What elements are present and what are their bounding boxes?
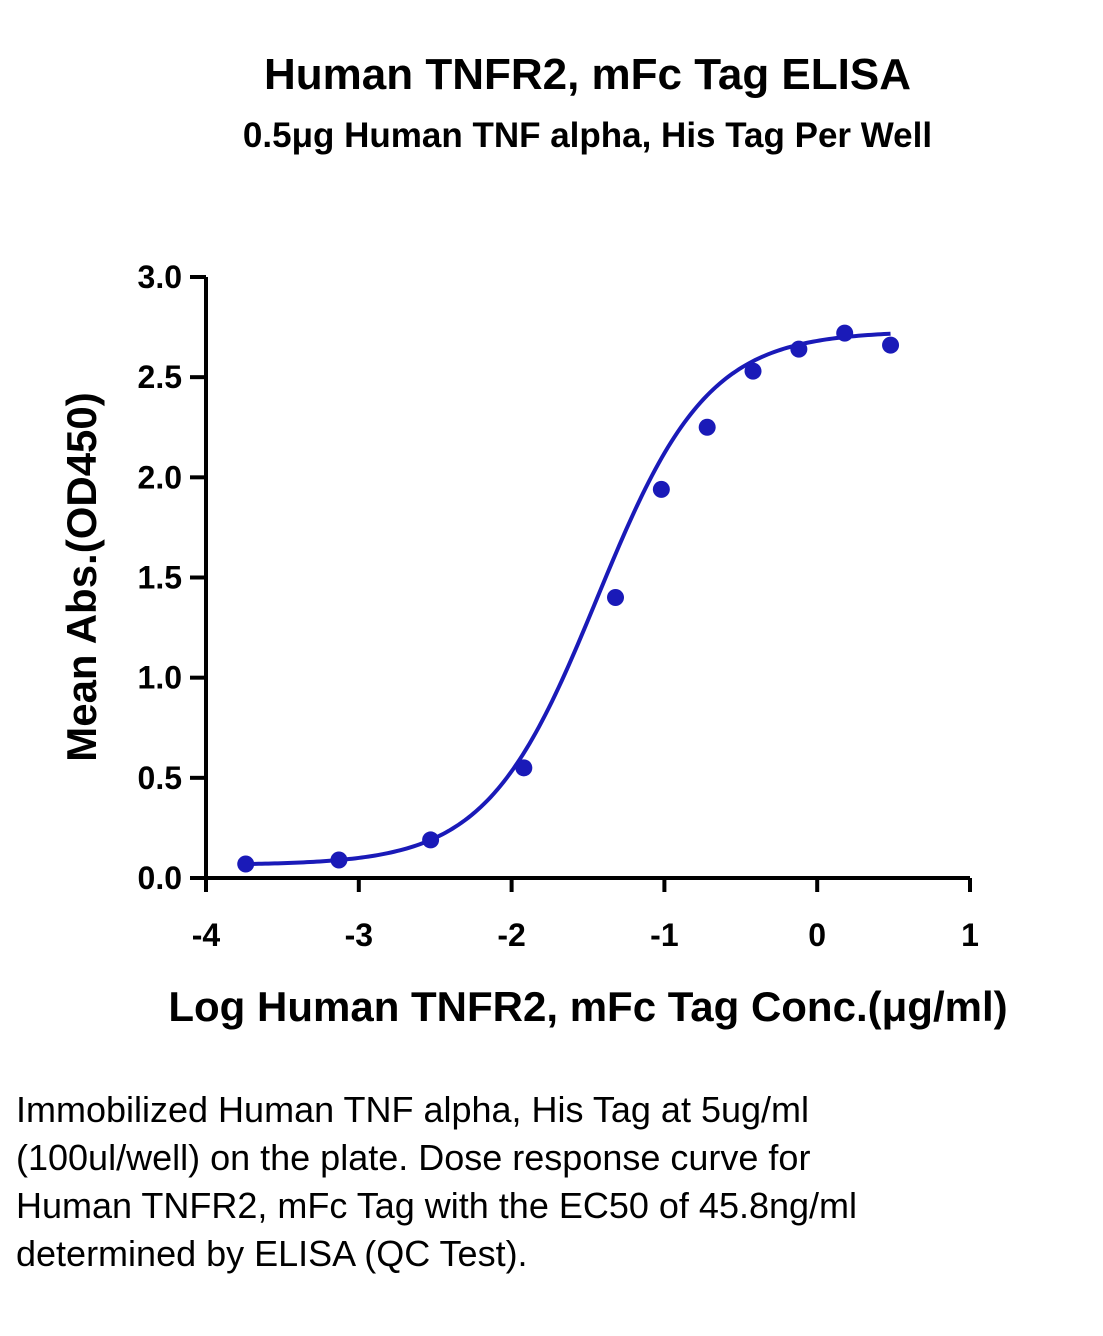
data-point bbox=[515, 759, 533, 777]
data-point bbox=[607, 589, 625, 607]
y-tick-label: 2.5 bbox=[138, 359, 182, 395]
chart-subtitle: 0.5μg Human TNF alpha, His Tag Per Well bbox=[242, 116, 933, 155]
y-tick-label: 1.0 bbox=[138, 660, 182, 696]
x-tick-label: -2 bbox=[497, 917, 525, 953]
x-tick-label: -4 bbox=[192, 917, 221, 953]
x-tick-label: 1 bbox=[961, 917, 979, 953]
data-point bbox=[744, 362, 762, 380]
data-point bbox=[422, 831, 440, 849]
y-tick-label: 0.5 bbox=[138, 760, 182, 796]
x-tick-label: -3 bbox=[345, 917, 373, 953]
data-point bbox=[652, 480, 670, 498]
chart-title: Human TNFR2, mFc Tag ELISA bbox=[263, 50, 912, 99]
x-axis-label: Log Human TNFR2, mFc Tag Conc.(μg/ml) bbox=[168, 983, 1007, 1030]
axes bbox=[204, 277, 970, 880]
data-points bbox=[237, 324, 900, 873]
y-axis-ticks: 0.0 0.5 1.0 1.5 2.0 2.5 3.0 bbox=[138, 259, 206, 896]
data-point bbox=[698, 418, 716, 436]
data-point bbox=[330, 851, 348, 869]
figure-caption: Immobilized Human TNF alpha, His Tag at … bbox=[16, 1089, 858, 1274]
y-tick-label: 3.0 bbox=[138, 259, 182, 295]
data-point bbox=[836, 324, 854, 342]
x-axis-ticks: -4 -3 -2 -1 0 1 bbox=[192, 878, 979, 953]
y-tick-label: 2.0 bbox=[138, 459, 182, 495]
data-point bbox=[882, 336, 900, 354]
x-tick-label: 0 bbox=[808, 917, 826, 953]
x-tick-label: -1 bbox=[650, 917, 678, 953]
data-point bbox=[237, 855, 255, 873]
data-point bbox=[790, 340, 808, 358]
elisa-chart: -4 -3 -2 -1 0 1 0.0 0.5 1.0 1.5 2.0 2.5 3.0 Log Hum… bbox=[58, 259, 1008, 1030]
fit-curve bbox=[245, 331, 891, 867]
y-tick-label: 0.0 bbox=[138, 860, 182, 896]
y-axis-label: Mean Abs.(OD450) bbox=[58, 392, 105, 762]
y-tick-label: 1.5 bbox=[138, 560, 182, 596]
